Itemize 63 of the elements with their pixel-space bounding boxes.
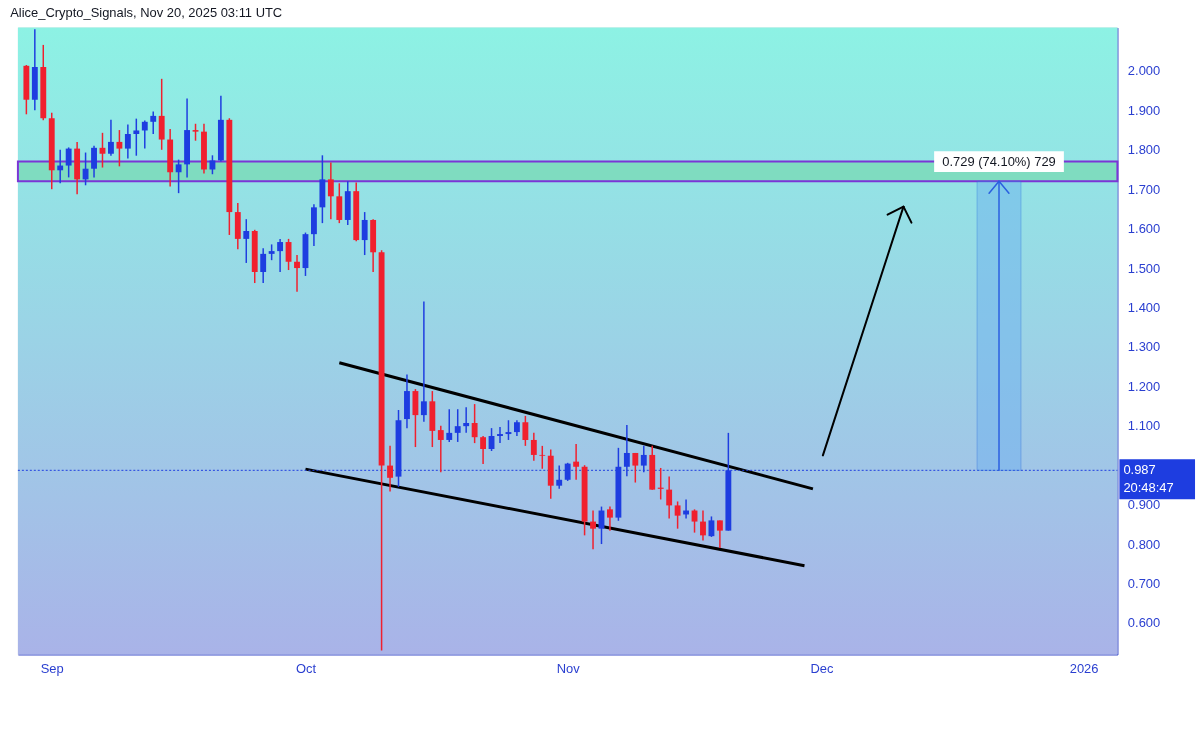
candlestick bbox=[700, 509, 706, 542]
candlestick bbox=[141, 119, 148, 150]
candlestick bbox=[623, 424, 630, 477]
y-tick-label: 1.400 bbox=[1127, 299, 1161, 315]
candlestick bbox=[716, 519, 723, 549]
y-tick-label: 1.800 bbox=[1127, 142, 1161, 158]
y-tick-label: 0.800 bbox=[1127, 536, 1161, 552]
candlestick bbox=[530, 432, 537, 462]
candlestick bbox=[327, 161, 334, 220]
candlestick bbox=[91, 145, 97, 179]
y-tick-label: 1.900 bbox=[1127, 102, 1161, 118]
candlestick bbox=[108, 119, 114, 157]
y-tick-label: 1.200 bbox=[1127, 378, 1161, 394]
candlestick bbox=[361, 211, 368, 256]
y-tick-label: 1.500 bbox=[1127, 260, 1161, 276]
candlestick bbox=[522, 415, 529, 447]
candlestick bbox=[336, 182, 343, 224]
chart-title: Alice_Crypto_Signals, Nov 20, 2025 03:11 UTC bbox=[10, 4, 283, 20]
candlestick bbox=[446, 408, 453, 443]
y-tick-label: 0.700 bbox=[1127, 575, 1161, 591]
x-tick-label: Sep bbox=[40, 660, 64, 676]
candlestick bbox=[124, 123, 131, 160]
candlestick bbox=[556, 464, 563, 490]
y-tick-label: 0.600 bbox=[1127, 615, 1161, 631]
candlestick bbox=[480, 435, 487, 465]
y-tick-label: 1.100 bbox=[1127, 418, 1161, 434]
y-tick-label: 0.900 bbox=[1127, 497, 1161, 513]
candlestick bbox=[674, 500, 681, 530]
candlestick bbox=[463, 406, 470, 434]
candlestick bbox=[243, 218, 250, 264]
y-tick-label: 2.000 bbox=[1127, 63, 1161, 79]
candlestick bbox=[116, 129, 123, 168]
candlestick bbox=[158, 78, 165, 151]
candlestick bbox=[471, 403, 478, 444]
candlestick bbox=[65, 146, 72, 179]
x-tick-label: Nov bbox=[556, 660, 581, 676]
ref-line-label: 0.987 bbox=[1123, 462, 1156, 478]
y-tick-label: 1.700 bbox=[1127, 181, 1161, 197]
candlestick bbox=[539, 445, 546, 470]
candlestick bbox=[420, 300, 427, 423]
x-tick-label: 2026 bbox=[1069, 660, 1099, 676]
candlestick bbox=[590, 509, 596, 550]
candlestick bbox=[133, 117, 140, 157]
candlestick bbox=[387, 445, 393, 493]
x-tick-label: Dec bbox=[810, 660, 834, 676]
candlestick bbox=[666, 475, 673, 520]
x-tick-label: Oct bbox=[295, 660, 317, 676]
candlestick bbox=[497, 426, 503, 444]
candlestick bbox=[82, 151, 89, 187]
candlestick bbox=[607, 505, 613, 532]
annotation: 0.729 (74.10%) 729 bbox=[942, 153, 1056, 169]
text: 20:48:47 bbox=[1123, 480, 1174, 496]
candlestick bbox=[260, 247, 267, 284]
candlestick bbox=[150, 110, 157, 135]
candlestick bbox=[573, 443, 580, 481]
y-tick-label: 1.600 bbox=[1127, 221, 1161, 237]
candlestick bbox=[454, 408, 461, 443]
candlestick bbox=[632, 452, 639, 484]
candlestick bbox=[294, 254, 300, 293]
candlestick bbox=[175, 158, 182, 194]
y-tick-label: 1.300 bbox=[1127, 339, 1161, 355]
candlestick bbox=[277, 238, 284, 273]
candlestick bbox=[437, 425, 444, 474]
